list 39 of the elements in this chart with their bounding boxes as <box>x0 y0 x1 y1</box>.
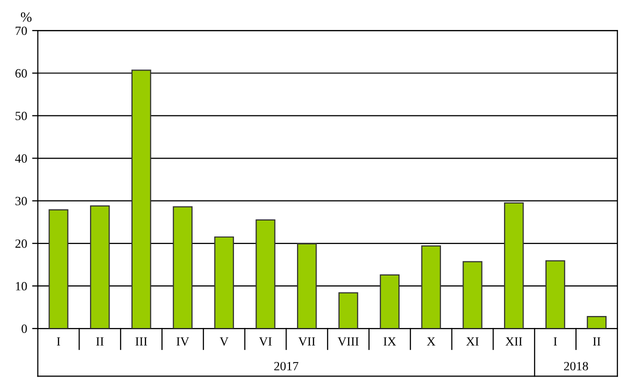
x-tick-label: IX <box>384 337 396 346</box>
y-tick-label: 40 <box>15 154 27 163</box>
x-tick-label: V <box>220 337 228 346</box>
bar <box>462 261 482 329</box>
y-tick-label: 20 <box>15 239 27 248</box>
bar <box>380 274 400 329</box>
bar <box>172 206 193 329</box>
x-tick-label: XI <box>466 337 479 346</box>
x-tick-label: I <box>56 337 60 346</box>
x-tick-label: IV <box>176 337 190 346</box>
bar <box>504 202 524 329</box>
bar <box>297 243 317 329</box>
x-tick-label: VIII <box>338 337 359 346</box>
y-tick-label: 10 <box>16 282 27 290</box>
y-tick-label: 30 <box>15 196 27 206</box>
bar <box>421 245 441 329</box>
x-tick-label: XII <box>506 337 522 346</box>
x-tick-label: III <box>136 337 148 346</box>
x-tick-label: VII <box>298 337 316 346</box>
text: 2018 <box>564 362 588 370</box>
bar <box>214 236 234 329</box>
x-tick-label: X <box>426 337 436 346</box>
x-tick-label: VI <box>259 337 272 346</box>
bar <box>256 219 276 329</box>
bar <box>48 209 68 329</box>
bar <box>545 260 566 329</box>
y-tick-label: 50 <box>16 112 27 120</box>
y-tick-label: 0 <box>22 324 27 333</box>
y-axis-title: % <box>20 12 32 22</box>
bar <box>338 292 358 329</box>
text: 2017 <box>274 362 298 370</box>
x-tick-label: I <box>554 337 557 346</box>
x-tick-label: II <box>592 337 600 346</box>
bar <box>131 70 152 329</box>
y-tick-label: 60 <box>15 69 27 78</box>
x-tick-label: II <box>96 337 104 346</box>
bar <box>586 316 607 329</box>
y-tick-label: 70 <box>16 26 27 36</box>
bar <box>90 205 110 329</box>
